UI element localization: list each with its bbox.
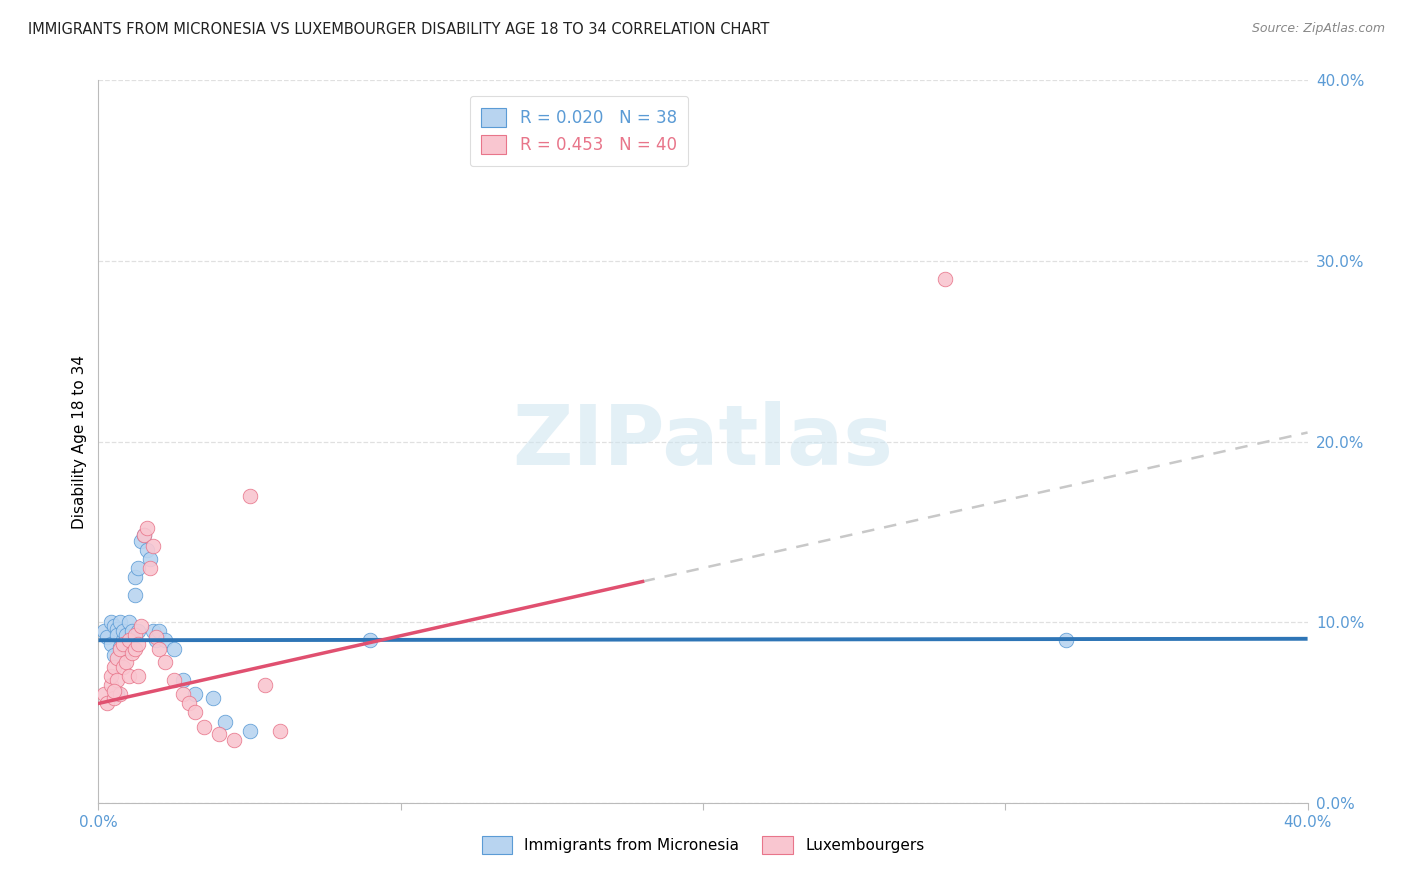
Point <box>253 678 276 692</box>
Point <box>108 615 131 630</box>
Y-axis label: Disability Age 18 to 34: Disability Age 18 to 34 <box>72 354 87 529</box>
Point <box>93 624 115 639</box>
Point <box>184 687 207 701</box>
Point <box>214 714 236 729</box>
Point <box>127 637 149 651</box>
Point <box>100 669 122 683</box>
Point <box>127 561 149 575</box>
Point <box>114 655 136 669</box>
Point <box>121 646 143 660</box>
Point <box>96 630 118 644</box>
Point <box>111 637 134 651</box>
Text: ZIPatlas: ZIPatlas <box>513 401 893 482</box>
Point <box>105 628 128 642</box>
Point <box>124 570 146 584</box>
Point <box>108 642 131 657</box>
Point <box>269 723 291 738</box>
Point <box>163 673 186 687</box>
Point <box>142 539 165 553</box>
Point <box>153 655 176 669</box>
Text: IMMIGRANTS FROM MICRONESIA VS LUXEMBOURGER DISABILITY AGE 18 TO 34 CORRELATION C: IMMIGRANTS FROM MICRONESIA VS LUXEMBOURG… <box>28 22 769 37</box>
Point <box>135 521 157 535</box>
Point <box>121 624 143 639</box>
Point <box>118 669 141 683</box>
Point <box>124 588 146 602</box>
Point <box>105 651 128 665</box>
Point <box>1054 633 1077 648</box>
Point <box>153 633 176 648</box>
Point <box>145 633 167 648</box>
Point <box>184 706 207 720</box>
Point <box>172 687 194 701</box>
Point <box>129 619 152 633</box>
Point <box>108 640 131 655</box>
Point <box>105 687 128 701</box>
Point <box>163 642 186 657</box>
Point <box>124 642 146 657</box>
Point <box>100 615 122 630</box>
Point <box>179 697 201 711</box>
Point <box>118 615 141 630</box>
Point <box>118 633 141 648</box>
Point <box>127 624 149 639</box>
Point <box>224 732 246 747</box>
Point <box>96 697 118 711</box>
Point <box>105 673 128 687</box>
Point <box>103 619 125 633</box>
Point <box>172 673 194 687</box>
Point <box>239 489 262 503</box>
Point <box>129 533 152 548</box>
Point <box>208 727 231 741</box>
Point <box>111 660 134 674</box>
Point <box>934 272 956 286</box>
Point <box>132 528 155 542</box>
Point <box>93 687 115 701</box>
Point <box>100 637 122 651</box>
Point <box>118 637 141 651</box>
Point <box>202 691 225 706</box>
Point <box>114 642 136 657</box>
Legend: Immigrants from Micronesia, Luxembourgers: Immigrants from Micronesia, Luxembourger… <box>475 830 931 860</box>
Point <box>148 642 170 657</box>
Point <box>132 528 155 542</box>
Point <box>108 687 131 701</box>
Point <box>114 628 136 642</box>
Point <box>139 561 162 575</box>
Point <box>100 678 122 692</box>
Point <box>111 633 134 648</box>
Point <box>360 633 382 648</box>
Point <box>111 624 134 639</box>
Point <box>127 669 149 683</box>
Point <box>103 660 125 674</box>
Point <box>105 623 128 637</box>
Point <box>103 691 125 706</box>
Text: Source: ZipAtlas.com: Source: ZipAtlas.com <box>1251 22 1385 36</box>
Point <box>148 624 170 639</box>
Point <box>103 683 125 698</box>
Point <box>139 552 162 566</box>
Point <box>103 648 125 662</box>
Point <box>193 720 215 734</box>
Point <box>145 630 167 644</box>
Point <box>124 628 146 642</box>
Point <box>239 723 262 738</box>
Point <box>135 542 157 557</box>
Point <box>142 624 165 639</box>
